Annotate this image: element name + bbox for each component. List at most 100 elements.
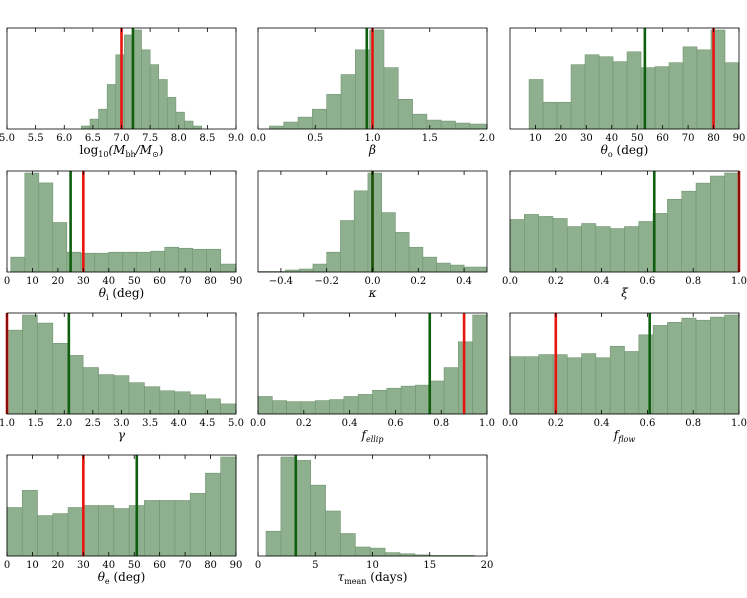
histogram-bar bbox=[695, 319, 711, 415]
histogram-bar bbox=[455, 122, 471, 130]
x-tick-label: 0.0 bbox=[502, 276, 518, 287]
x-tick-label: 1.0 bbox=[365, 133, 381, 144]
x-tick-label: 0.0 bbox=[250, 418, 266, 429]
histogram-bar bbox=[206, 248, 222, 273]
histogram-bar bbox=[654, 66, 670, 130]
histogram-bar bbox=[98, 108, 108, 130]
histogram-bar bbox=[383, 67, 399, 130]
x-tick-label: 8.5 bbox=[199, 133, 215, 144]
histogram-bar bbox=[265, 530, 282, 557]
x-tick-label: 40 bbox=[605, 133, 618, 144]
histogram-bar bbox=[509, 356, 525, 415]
histogram-bar bbox=[570, 64, 586, 130]
histogram-bar bbox=[682, 46, 698, 130]
histogram-bar bbox=[113, 375, 130, 415]
x-tick-label: 9.0 bbox=[228, 133, 244, 144]
histogram-bar bbox=[189, 493, 206, 557]
histogram-bar bbox=[159, 390, 176, 415]
histogram-bar bbox=[310, 484, 326, 557]
x-tick-label: 60 bbox=[153, 560, 166, 571]
x-tick-label: 0.2 bbox=[410, 276, 426, 287]
x-tick-label: 15 bbox=[423, 560, 436, 571]
histogram-bar bbox=[524, 356, 539, 415]
histogram-bar bbox=[524, 214, 539, 273]
x-tick-label: 0.4 bbox=[342, 418, 358, 429]
histogram-bar bbox=[67, 355, 84, 415]
histogram-bar bbox=[566, 357, 582, 415]
x-axis-label: θo (deg) bbox=[601, 143, 649, 159]
x-tick-label: 80 bbox=[204, 276, 217, 287]
histogram-bar bbox=[384, 552, 401, 557]
x-tick-label: 5.5 bbox=[28, 133, 44, 144]
histogram-bar bbox=[106, 84, 117, 130]
x-tick-label: 3.5 bbox=[142, 418, 158, 429]
histogram-bar bbox=[94, 252, 110, 273]
histogram-bar bbox=[710, 175, 725, 273]
histogram-bar bbox=[626, 51, 642, 130]
histogram-bar bbox=[598, 56, 614, 130]
x-tick-label: 0.0 bbox=[502, 418, 518, 429]
axes-frame bbox=[6, 170, 237, 273]
histogram-bar bbox=[386, 387, 402, 415]
histogram-bar bbox=[367, 172, 382, 273]
histogram-bar bbox=[595, 226, 611, 273]
histogram-bar bbox=[66, 251, 82, 273]
histogram-bar bbox=[192, 248, 208, 273]
histogram-bar bbox=[667, 198, 683, 273]
histogram-bar bbox=[295, 460, 311, 557]
histogram-bar bbox=[98, 374, 115, 415]
histogram-bar bbox=[52, 222, 68, 273]
histogram-bar bbox=[298, 268, 314, 273]
histogram-bar bbox=[81, 125, 91, 130]
histogram-bar bbox=[450, 264, 465, 273]
x-tick-label: 4.5 bbox=[199, 418, 215, 429]
histogram-bar bbox=[89, 118, 99, 130]
histogram-bar bbox=[220, 263, 237, 273]
x-tick-label: 1.0 bbox=[731, 418, 747, 429]
x-axis-label: log10(Mbh/M⊙) bbox=[80, 143, 164, 159]
histogram-bar bbox=[609, 345, 625, 415]
histogram-bar bbox=[158, 79, 168, 130]
histogram-bar bbox=[624, 226, 640, 273]
histogram-bar bbox=[422, 256, 437, 273]
x-tick-label: 20 bbox=[555, 133, 568, 144]
histogram-bar bbox=[329, 399, 345, 415]
panel-gamma: 1.0 1.5 2.0 2.5 3.0 3.5 4.0 4.5 5.0 γ bbox=[0, 312, 244, 442]
histogram-bar bbox=[178, 247, 194, 273]
x-tick-label: 70 bbox=[179, 276, 192, 287]
x-tick-label: 0.8 bbox=[685, 418, 701, 429]
histogram-bar bbox=[269, 125, 285, 130]
histogram-bar bbox=[412, 113, 428, 130]
histogram-bar bbox=[710, 316, 725, 415]
x-tick-label: 6.0 bbox=[56, 133, 72, 144]
histogram-bar bbox=[314, 400, 330, 415]
x-tick-label: 1.0 bbox=[731, 276, 747, 287]
x-tick-label: 0.6 bbox=[639, 276, 655, 287]
histogram-bar bbox=[122, 251, 138, 273]
histogram-bar bbox=[22, 314, 38, 415]
x-tick-label: 7.0 bbox=[114, 133, 130, 144]
histogram-bar bbox=[67, 507, 84, 557]
x-tick-label: 4.0 bbox=[171, 418, 187, 429]
x-tick-label: 6.5 bbox=[85, 133, 101, 144]
histogram-bar bbox=[340, 220, 355, 273]
histogram-bar bbox=[280, 456, 297, 557]
histogram-bar bbox=[440, 120, 456, 130]
x-tick-label: 10 bbox=[366, 560, 379, 571]
histogram-bar bbox=[21, 490, 38, 557]
histogram-bar bbox=[566, 226, 582, 273]
x-axis-label: ξ bbox=[621, 286, 629, 300]
histogram-bar bbox=[167, 97, 177, 130]
histogram-bar bbox=[83, 505, 99, 557]
histogram-bar bbox=[724, 172, 740, 273]
histogram-bar bbox=[144, 500, 160, 557]
x-tick-label: 5.0 bbox=[228, 418, 244, 429]
histogram-bar bbox=[52, 513, 69, 557]
x-tick-label: 10 bbox=[26, 276, 39, 287]
x-tick-label: 40 bbox=[102, 276, 115, 287]
histogram-bar bbox=[696, 49, 712, 130]
x-tick-label: 3.0 bbox=[114, 418, 130, 429]
histogram-bar bbox=[108, 251, 124, 273]
x-tick-label: 60 bbox=[656, 133, 669, 144]
histogram-bar bbox=[136, 251, 152, 273]
